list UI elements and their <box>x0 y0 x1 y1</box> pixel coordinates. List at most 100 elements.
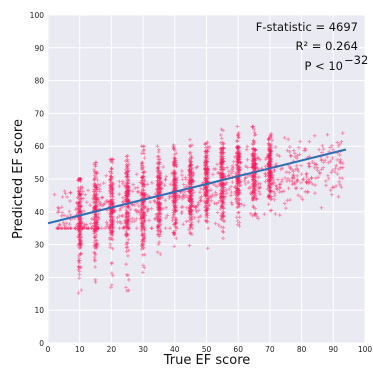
data-point <box>93 220 98 225</box>
data-point <box>139 205 144 209</box>
data-point <box>109 210 114 215</box>
data-point <box>236 154 241 158</box>
data-point <box>268 148 272 153</box>
data-point <box>156 205 161 210</box>
data-point <box>158 187 163 191</box>
data-point <box>171 230 176 235</box>
data-point <box>337 180 341 184</box>
data-point <box>173 221 178 226</box>
data-point <box>140 226 145 230</box>
data-point <box>189 180 194 184</box>
data-point <box>250 177 255 182</box>
data-point <box>219 150 223 155</box>
data-point <box>135 210 139 215</box>
data-point <box>149 226 154 230</box>
data-point <box>235 186 240 191</box>
data-point <box>93 278 98 282</box>
data-point <box>251 179 255 184</box>
data-point <box>141 202 145 206</box>
data-point <box>94 185 99 190</box>
data-point <box>235 222 240 227</box>
data-point <box>158 157 162 162</box>
data-point <box>238 161 243 165</box>
data-point <box>109 231 114 235</box>
data-point <box>125 189 130 194</box>
data-point <box>234 139 239 143</box>
data-point <box>253 164 258 168</box>
data-point <box>109 200 113 204</box>
data-point <box>141 237 146 242</box>
data-point <box>171 161 176 165</box>
data-point <box>94 228 98 232</box>
data-point <box>234 201 239 205</box>
data-point <box>252 157 256 161</box>
data-point <box>77 225 82 230</box>
data-point <box>120 214 124 218</box>
data-point <box>141 170 146 175</box>
data-point <box>141 222 146 227</box>
data-point <box>275 187 280 192</box>
data-point <box>160 186 164 191</box>
data-point <box>251 175 256 180</box>
data-point <box>142 252 147 257</box>
data-point <box>187 157 192 161</box>
data-point <box>250 153 255 157</box>
data-point <box>188 212 192 216</box>
data-point <box>234 191 239 195</box>
data-point <box>188 211 192 216</box>
data-point <box>110 200 115 204</box>
data-point <box>239 160 243 165</box>
data-point <box>237 180 242 184</box>
data-point <box>268 161 273 166</box>
data-point <box>238 183 243 187</box>
data-point <box>227 174 231 178</box>
data-point <box>188 189 192 194</box>
data-point <box>93 213 98 217</box>
data-point <box>93 221 98 226</box>
data-point <box>220 167 224 172</box>
data-point <box>188 180 193 184</box>
data-point <box>313 183 317 187</box>
data-point <box>263 171 267 176</box>
data-point <box>124 170 129 175</box>
data-point <box>251 182 256 186</box>
data-point <box>223 174 228 179</box>
data-point <box>321 165 326 170</box>
data-point <box>220 158 224 162</box>
data-point <box>219 191 223 196</box>
data-point <box>297 152 302 157</box>
data-point <box>253 158 258 163</box>
data-point <box>125 170 130 175</box>
data-point <box>213 183 217 187</box>
data-point <box>251 181 256 186</box>
data-point <box>204 207 209 211</box>
data-point <box>111 208 115 213</box>
data-point <box>125 188 130 192</box>
data-point <box>319 158 324 163</box>
data-point <box>172 147 176 151</box>
data-point <box>66 226 71 230</box>
data-point <box>274 162 279 166</box>
data-point <box>57 223 62 227</box>
data-point <box>125 181 130 186</box>
data-point <box>188 230 193 235</box>
data-point <box>95 241 99 246</box>
data-point <box>127 217 131 221</box>
data-point <box>77 233 82 238</box>
data-point <box>340 161 345 165</box>
data-point <box>138 217 143 221</box>
data-point <box>188 210 192 214</box>
data-point <box>188 137 192 142</box>
data-point <box>155 224 160 229</box>
data-point <box>219 214 223 218</box>
data-point <box>155 187 159 192</box>
data-point <box>203 160 207 165</box>
data-point <box>79 243 83 248</box>
data-point <box>306 181 311 186</box>
data-point <box>139 247 144 251</box>
data-point <box>156 222 161 227</box>
data-point <box>124 191 129 196</box>
data-point <box>140 232 145 236</box>
data-point <box>80 185 85 190</box>
data-point <box>277 190 282 194</box>
